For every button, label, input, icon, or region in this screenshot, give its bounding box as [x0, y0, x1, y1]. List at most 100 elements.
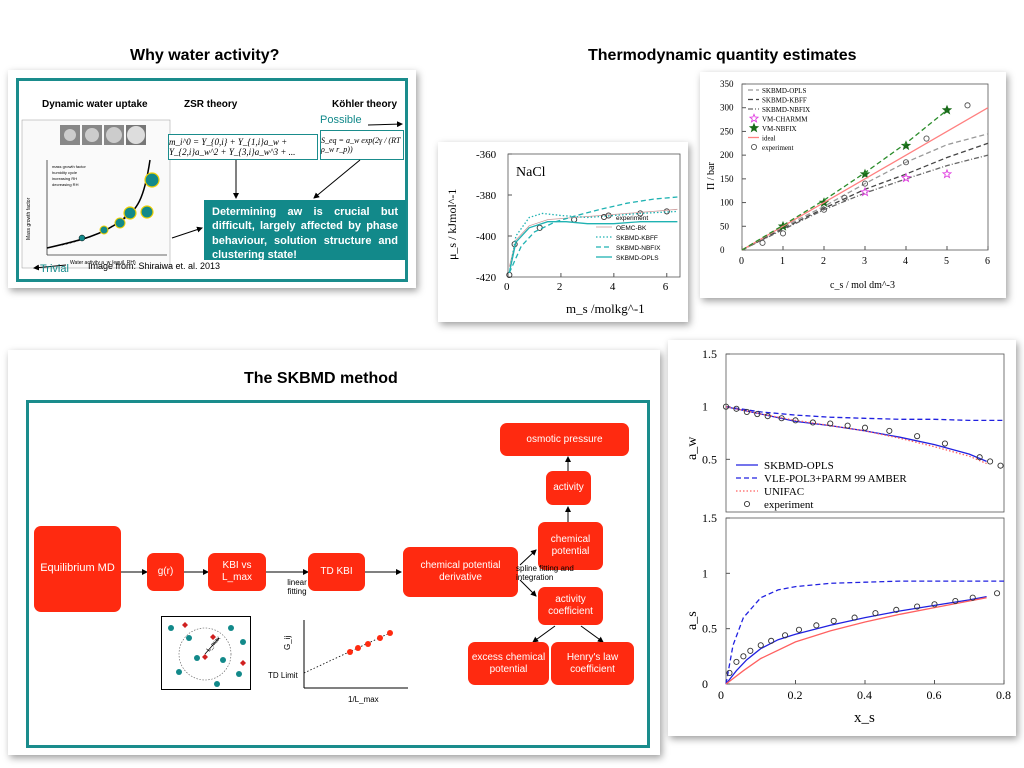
data-point: [886, 427, 893, 434]
x-tick-label: 0.4: [857, 688, 872, 702]
series-line: [508, 208, 678, 267]
y-tick-label: 150: [720, 174, 734, 184]
data-point: [900, 172, 912, 183]
x-tick-label: 0: [504, 281, 510, 293]
y-axis-label: μ_s / kJmol^-1: [445, 189, 459, 260]
skbmd-card: The SKBMD method Equilibrium MD g(r) KBI…: [8, 350, 660, 755]
data-point: [740, 653, 747, 660]
data-point: [923, 135, 930, 142]
col-label-kohler: Köhler theory: [332, 99, 398, 110]
y-tick-label: 200: [720, 150, 734, 160]
y-tick-label: 1.5: [702, 511, 717, 525]
heading-skbmd: The SKBMD method: [244, 370, 398, 387]
y-tick-label: -400: [476, 231, 497, 243]
x-tick-label: 6: [663, 281, 669, 293]
y-tick-label: 50: [720, 221, 730, 231]
data-point: [726, 669, 733, 676]
data-point: [893, 606, 900, 613]
x-axis-label: c_s / mol dm^-3: [830, 280, 895, 291]
legend-label: OEMC-BK: [616, 225, 647, 232]
data-point: [795, 626, 803, 633]
x-axis-label: x_s: [854, 710, 875, 726]
series-line: [508, 221, 678, 274]
box-cp-derivative: chemical potential derivative: [403, 547, 518, 597]
data-point: [941, 104, 953, 115]
trivial-label: Trivial: [40, 263, 69, 275]
x-tick-label: 0.2: [788, 688, 803, 702]
data-point: [861, 424, 869, 431]
data-point: [747, 647, 754, 654]
data-point: [779, 230, 787, 237]
y-tick-label: -360: [476, 149, 497, 161]
x-tick-label: 3: [862, 256, 867, 267]
y-axis-label: a_w: [685, 436, 700, 460]
data-point: [754, 410, 761, 418]
box-gr: g(r): [147, 553, 184, 591]
osmotic-chart: 0 1 2 3 4 5 6 0 50 100 150 200 250 300 350 c_s / mol dm…: [706, 79, 990, 291]
data-point: [759, 239, 766, 246]
chart-title: NaCl: [516, 165, 546, 180]
y-tick-label: 0: [720, 245, 725, 255]
data-point: [859, 186, 871, 197]
td-limit-label: TD Limit: [268, 671, 299, 680]
inset-legend-item: decreasing RH: [52, 182, 79, 187]
gij-label: G_ij: [283, 636, 292, 650]
data-point: [820, 206, 828, 213]
x-tick-label: 1: [780, 256, 785, 267]
inset-ylabel: Mass growth factor: [26, 197, 32, 240]
plot-frame: [725, 353, 1005, 513]
y-tick-label: 1: [702, 400, 708, 414]
legend-label: experiment: [762, 144, 794, 152]
legend-label: VM-CHARMM: [762, 116, 808, 124]
legend-label: VM-NBFIX: [762, 125, 797, 133]
data-point: [900, 140, 912, 151]
zsr-equation: m_i^0 = Y_{0,i} + Y_{1,i}a_w + Y_{2,i}a_…: [168, 134, 318, 160]
y-tick-label: -420: [476, 272, 497, 284]
data-point: [733, 405, 740, 412]
inv-lmax-label: 1/L_max: [348, 695, 379, 704]
panel-arrows: [33, 121, 403, 271]
data-point: [830, 617, 837, 624]
legend-label: experiment: [616, 215, 648, 222]
data-point: [722, 403, 730, 410]
legend-label: VLE-POL3+PARM 99 AMBER: [764, 473, 907, 485]
legend-label: SKBMD-NBFIX: [762, 106, 810, 114]
data-point: [757, 642, 764, 649]
activity-chart-card: 0.5 1 1.5 a_w SKBMD-OPLS VLE-POL3+PARM 99 AMB…: [668, 340, 1016, 736]
data-point: [778, 415, 785, 422]
spline-label: spline fitting and integration: [516, 564, 574, 582]
y-tick-label: 250: [720, 126, 734, 136]
heading-water-activity: Why water activity?: [130, 47, 280, 64]
water-activity-frame: [16, 78, 408, 282]
inset-legend-item: mass growth factor: [52, 164, 86, 169]
box-td-kbi: TD KBI: [308, 553, 365, 591]
data-point: [976, 454, 983, 461]
inset-legend-item: increasing RH: [52, 176, 77, 181]
x-tick-label: 0.6: [927, 688, 942, 702]
kbi-extrapolation-plot: G_ij TD Limit 1/L_max: [268, 620, 408, 704]
x-tick-label: 2: [557, 281, 563, 293]
inset-legend-item: humidity cycle: [52, 170, 78, 175]
series-line: [741, 154, 989, 251]
inset-xlabel: Water activity a_w (equil. RH): [70, 260, 136, 266]
data-point: [813, 622, 820, 629]
image-source: Image from: Shiraiwa et. al. 2013: [88, 261, 221, 271]
legend: experiment OEMC-BK SKBMD-KBFF SKBMD-NBFIX SK…: [596, 213, 661, 262]
x-tick-label: 0: [739, 256, 744, 267]
water-activity-card: Dynamic water uptake ZSR theory Köhler t…: [8, 70, 416, 288]
legend-swatch: [748, 113, 760, 123]
box-excess-cp: excess chemical potential: [468, 642, 549, 685]
series-line: [725, 406, 987, 465]
plot-frame: [507, 153, 681, 278]
y-tick-label: 300: [720, 103, 734, 113]
legend-label: SKBMD-OPLS: [616, 255, 659, 262]
x-tick-label: 4: [903, 256, 908, 267]
box-activity: activity: [546, 471, 591, 505]
col-label-dynamic: Dynamic water uptake: [42, 99, 148, 110]
data-point: [872, 610, 879, 617]
data-point: [861, 180, 869, 187]
series-line: [741, 107, 989, 251]
growth-markers: [78, 172, 160, 242]
